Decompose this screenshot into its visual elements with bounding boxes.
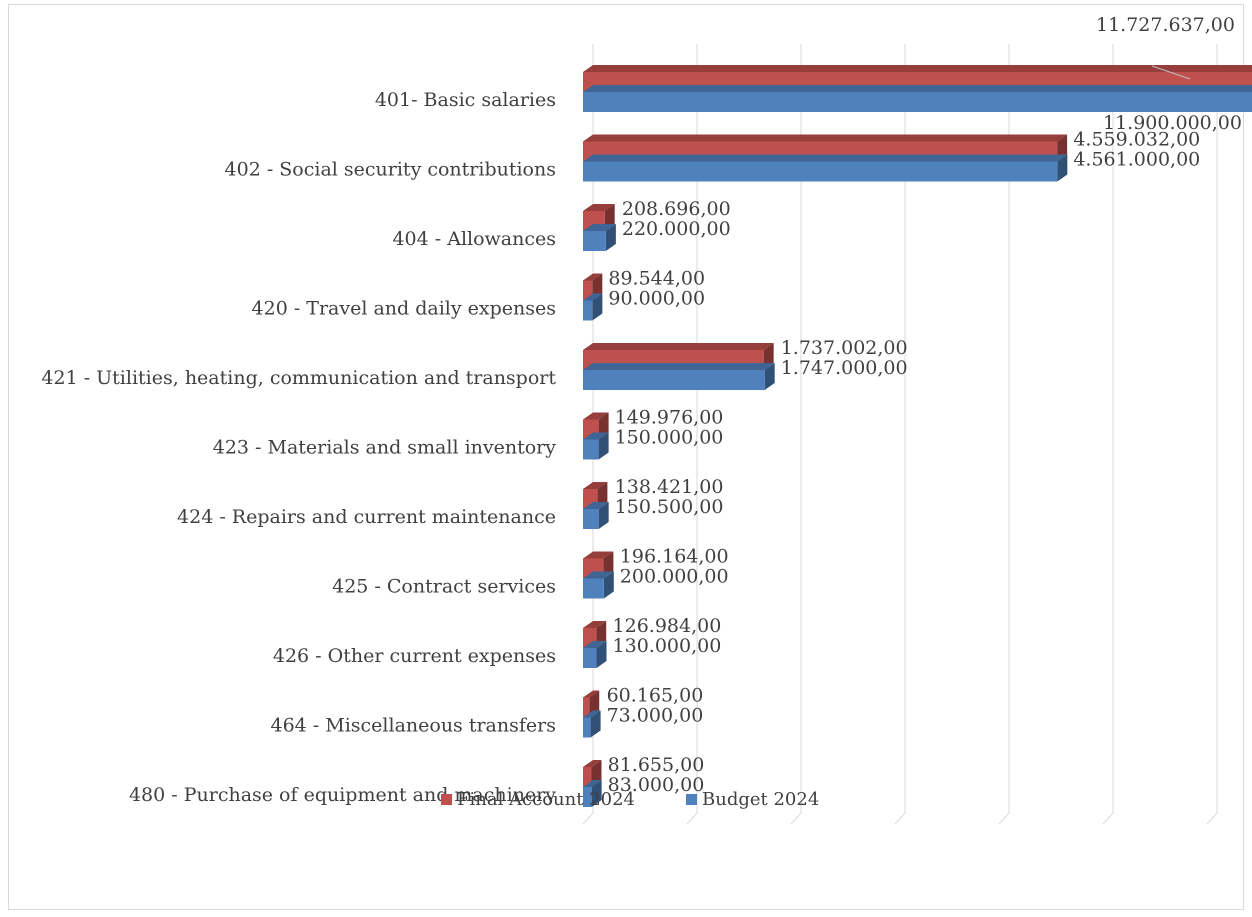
leader-line [1151,65,1191,80]
bar-budget [583,502,609,529]
value-label-final-account: 60.165,00 [607,685,704,707]
value-label-budget: 130.000,00 [613,635,722,657]
gridline-floor [1206,812,1218,825]
category-label: 420 - Travel and daily expenses [252,298,556,320]
bar-budget [583,780,602,807]
value-label-budget: 1.747.000,00 [781,357,908,379]
bars [583,65,1252,807]
value-label-final-account: 126.984,00 [613,615,722,637]
value-label-budget: 90.000,00 [608,288,705,310]
legend-swatch [441,794,452,805]
category-label: 424 - Repairs and current maintenance [177,506,556,528]
value-label-final-account: 11.727.637,00 [1096,14,1235,36]
value-label-final-account: 208.696,00 [622,198,731,220]
category-label: 421 - Utilities, heating, communication … [41,367,556,389]
gridline-floor [998,812,1010,825]
value-label-budget: 150.500,00 [615,496,724,518]
value-label-budget: 4.561.000,00 [1073,149,1200,171]
legend-item: Budget 2024 [686,789,819,810]
value-label-budget: 150.000,00 [615,427,724,449]
gridline-floor [894,812,906,825]
value-label-final-account: 1.737.002,00 [781,337,908,359]
bar-budget [583,571,614,599]
labels: 401- Basic salaries 11.727.637,00 11.900.0… [41,14,1242,806]
bar-budget [583,154,1068,182]
value-label-budget: 83.000,00 [608,774,705,796]
value-label-final-account: 138.421,00 [615,476,724,498]
value-label-final-account: 81.655,00 [608,754,705,776]
value-label-budget: 73.000,00 [607,705,704,727]
bar-budget [583,224,616,251]
category-label: 423 - Materials and small inventory [213,437,557,459]
value-label-budget: 220.000,00 [622,218,731,240]
gridline-floor [1102,812,1114,825]
value-label-final-account: 196.164,00 [620,546,729,568]
category-label: 402 - Social security contributions [225,159,556,181]
bar-budget [583,432,609,460]
bar-budget [583,293,603,321]
legend-label: Final Account 2024 [457,789,635,810]
value-label-final-account: 4.559.032,00 [1073,129,1200,151]
legend: Final Account 2024 Budget 2024 [441,789,819,810]
bar-budget [583,85,1252,112]
value-label-final-account: 89.544,00 [608,268,705,290]
category-label: 464 - Miscellaneous transfers [270,715,556,737]
category-label: 404 - Allowances [392,228,556,250]
category-label: 401- Basic salaries [375,89,556,111]
legend-swatch [686,794,697,805]
gridline-floor [686,812,698,825]
legend-label: Budget 2024 [702,789,819,810]
category-label: 426 - Other current expenses [273,645,556,667]
bar-budget [583,710,601,738]
legend-item: Final Account 2024 [441,789,635,810]
gridline-floor [582,812,594,825]
category-label: 425 - Contract services [332,576,556,598]
bar-budget [583,363,775,390]
gridline-floor [790,812,802,825]
value-label-final-account: 149.976,00 [615,407,724,429]
value-label-budget: 11.900.000,00 [1103,112,1242,134]
value-label-budget: 200.000,00 [620,566,729,588]
bar-budget [583,641,607,668]
